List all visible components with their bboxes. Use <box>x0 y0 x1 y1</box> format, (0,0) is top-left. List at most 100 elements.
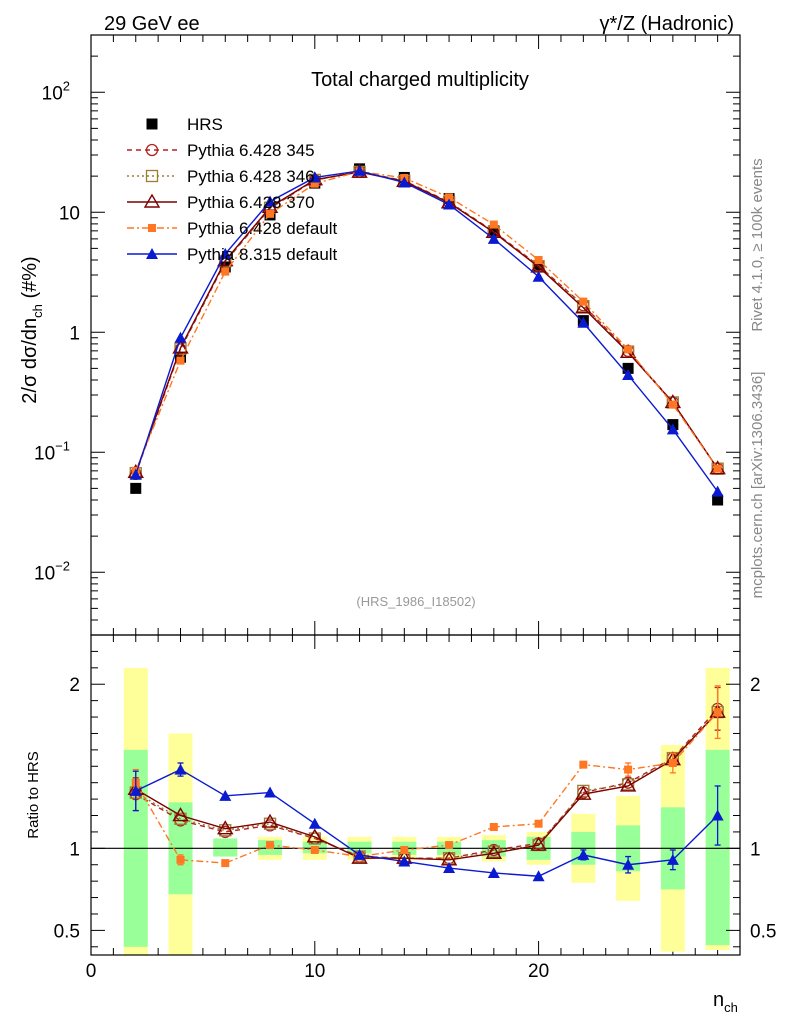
band-stat <box>347 841 372 854</box>
series-5-ratio-point <box>577 848 590 860</box>
series-5-ratio-point <box>711 809 724 821</box>
chart-title: Total charged multiplicity <box>311 69 529 91</box>
series-5-line <box>135 170 719 493</box>
series-2-ratio-line <box>135 711 719 859</box>
series-5-ratio-point <box>487 866 500 878</box>
series-5-ratio-point <box>308 817 321 829</box>
legend-marker-series-5 <box>146 248 158 259</box>
band-stat <box>705 749 730 946</box>
series-5-ratio-point <box>666 853 679 865</box>
ratio-axis-label: Ratio to HRS <box>25 751 42 839</box>
series-4-point <box>534 256 543 265</box>
legend-label-series-5: Pythia 8.315 default <box>187 245 338 264</box>
series-4-ratio-point <box>176 855 185 864</box>
x-tick-label: 20 <box>528 961 549 982</box>
x-axis-label-main: n <box>713 989 724 1011</box>
y-axis-label-unit: (#%) <box>19 256 41 304</box>
series-4-point <box>221 267 230 276</box>
side-label-bottom: mcplots.cern.ch [arXiv:1306.3436] <box>749 372 766 599</box>
side-label-top: Rivet 4.1.0, ≥ 100k events <box>749 158 766 331</box>
ratio-tick-label-right: 1 <box>750 839 761 860</box>
legend-label-series-3: Pythia 6.428 370 <box>187 193 315 212</box>
ratio-plot-area: 0 10 20 0.5 0.5 1 1 2 2 <box>54 634 776 982</box>
x-axis-label: nch <box>713 989 738 1015</box>
y-axis-label: 2/σ dσ/dnch (#%) <box>19 256 45 403</box>
series-4-line <box>135 170 719 472</box>
y-tick-label: 10 <box>59 203 80 224</box>
header-right: γ*/Z (Hadronic) <box>600 13 734 35</box>
series-5-point <box>487 232 500 244</box>
legend-marker-series-2 <box>145 169 159 183</box>
series-5-ratio-point <box>353 848 366 860</box>
legend-label-hrs: HRS <box>187 115 223 134</box>
ratio-tick-label: 1 <box>69 839 80 860</box>
data-point-hrs <box>488 225 500 237</box>
series-4-point <box>579 297 588 306</box>
series-3-ratio-point <box>530 836 547 851</box>
series-5-ratio-point <box>398 855 411 867</box>
series-5-point <box>622 369 635 381</box>
band-stat <box>213 838 238 857</box>
series-5-point <box>711 485 724 497</box>
data-point-hrs <box>622 362 634 374</box>
series-1-ratio-line <box>135 708 719 859</box>
series-5-ratio-point <box>443 862 456 874</box>
legend-marker-series-4 <box>148 224 156 232</box>
y-axis-label-sub: ch <box>30 304 45 318</box>
x-axis-label-sub: ch <box>724 1000 738 1015</box>
series-2-point <box>174 342 187 355</box>
series-5-ratio-point <box>219 789 232 801</box>
series-5-point <box>532 270 545 282</box>
series-5-point <box>174 331 187 343</box>
series-3-ratio-point <box>261 813 279 828</box>
data-point-hrs <box>712 494 724 506</box>
series-4-ratio-point <box>266 841 275 850</box>
series-3-ratio-point <box>306 828 324 843</box>
ratio-tick-label-right: 0.5 <box>750 921 776 942</box>
series-5-point <box>219 247 232 259</box>
y-tick-label: 10−2 <box>34 558 70 584</box>
legend-marker-hrs <box>146 118 158 130</box>
series-5-point <box>264 195 277 207</box>
series-4-ratio-point <box>489 823 498 831</box>
analysis-tag: (HRS_1986_I18502) <box>356 594 475 609</box>
series-4-ratio-point <box>445 841 454 850</box>
series-4-ratio-point <box>221 859 230 868</box>
ratio-tick-label: 0.5 <box>54 921 80 942</box>
header-left: 29 GeV ee <box>104 13 200 35</box>
series-4-point <box>445 193 454 202</box>
series-3-ratio-line <box>135 711 719 861</box>
series-5-ratio-point <box>264 786 277 798</box>
series-5-point <box>577 316 590 328</box>
series-5-point <box>308 171 321 183</box>
ratio-frame <box>90 634 741 956</box>
series-5-point <box>129 468 142 480</box>
series-5-ratio-line <box>135 768 719 877</box>
x-tick-label: 0 <box>86 961 97 982</box>
series-4-ratio-point <box>668 759 677 767</box>
y-tick-label: 10−1 <box>34 438 70 464</box>
series-3-line <box>135 171 719 473</box>
series-4-ratio-line <box>135 711 719 864</box>
series-4-point <box>176 356 185 365</box>
series-4-ratio-point <box>713 708 722 717</box>
legend: HRS Pythia 6.428 345 Pythia 6.428 346 Pythi… <box>127 115 338 264</box>
series-5-point <box>398 176 411 188</box>
series-5-point <box>353 164 366 176</box>
y-axis-label-main: 2/σ dσ/dn <box>19 318 41 404</box>
legend-marker-series-1 <box>145 143 159 157</box>
ratio-tick-label-right: 2 <box>750 675 761 696</box>
ratio-tick-label: 2 <box>69 675 80 696</box>
series-4-ratio-point <box>534 819 543 828</box>
y-tick-label: 102 <box>42 78 70 104</box>
series-3-ratio-point <box>619 777 637 792</box>
series-5-ratio-point <box>129 784 142 796</box>
series-3-point <box>575 299 592 314</box>
series-4-point <box>489 220 498 229</box>
legend-marker-series-3 <box>143 193 161 208</box>
series-3-ratio-point <box>575 785 592 800</box>
series-4-point <box>310 179 319 188</box>
legend-label-series-1: Pythia 6.428 345 <box>187 141 315 160</box>
series-4-point <box>713 464 722 473</box>
